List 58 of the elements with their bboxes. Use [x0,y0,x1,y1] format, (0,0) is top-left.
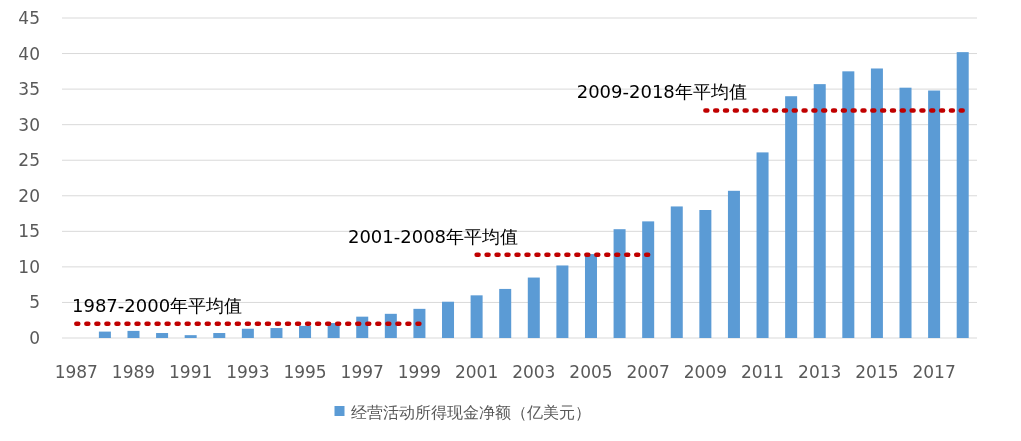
bar [813,84,826,338]
x-tick-label: 1997 [340,362,384,382]
x-tick-label: 1987 [54,362,98,382]
bar [870,68,883,338]
bar [184,335,197,338]
y-tick-label: 25 [18,150,40,171]
bar [584,254,597,338]
x-tick-label: 2001 [454,362,499,382]
bar [270,328,283,338]
bar [956,52,969,338]
y-tick-label: 10 [18,256,40,277]
series-label: 2009-2018年平均值 [576,81,747,103]
y-tick-label: 35 [18,79,40,100]
bar [756,152,769,338]
bar [699,210,712,338]
legend-label: 经营活动所得现金净额（亿美元） [350,402,591,422]
y-tick-label: 5 [29,292,40,313]
bar [842,71,855,338]
bar [499,288,512,338]
y-tick-label: 30 [18,114,40,135]
bar [442,301,455,338]
bar [556,265,569,338]
x-tick-label: 2013 [798,362,842,382]
bar [785,96,798,338]
bar [470,295,483,338]
bar [156,333,169,338]
x-tick-label: 2007 [626,362,670,382]
x-tick-label: 2015 [855,362,899,382]
x-tick-label: 2009 [683,362,727,382]
bar [642,221,655,338]
y-tick-label: 40 [18,43,40,64]
bar [670,206,683,338]
x-tick-label: 1991 [169,362,213,382]
x-tick-label: 1989 [111,362,156,382]
x-tick-label: 2017 [912,362,956,382]
x-tick-label: 1999 [397,362,442,382]
bar [98,331,111,338]
bar [928,90,941,338]
y-tick-label: 15 [18,221,40,242]
x-tick-label: 2005 [569,362,613,382]
x-tick-label: 2011 [740,362,785,382]
bar [727,190,740,338]
bar [241,328,254,338]
y-tick-label: 45 [18,8,40,28]
x-tick-label: 2003 [512,362,556,382]
bar [899,87,912,338]
bar [413,308,426,338]
y-tick-label: 20 [18,185,40,206]
series-label: 2001-2008年平均值 [347,225,519,247]
series-label: 1987-2000年平均值 [72,294,243,316]
bar [527,277,540,338]
bar [613,229,626,338]
x-tick-label: 1993 [226,362,270,382]
bar [127,330,140,338]
y-tick-label: 0 [29,328,40,348]
bar [213,333,226,338]
bar [299,325,312,338]
x-tick-label: 1995 [283,362,327,382]
